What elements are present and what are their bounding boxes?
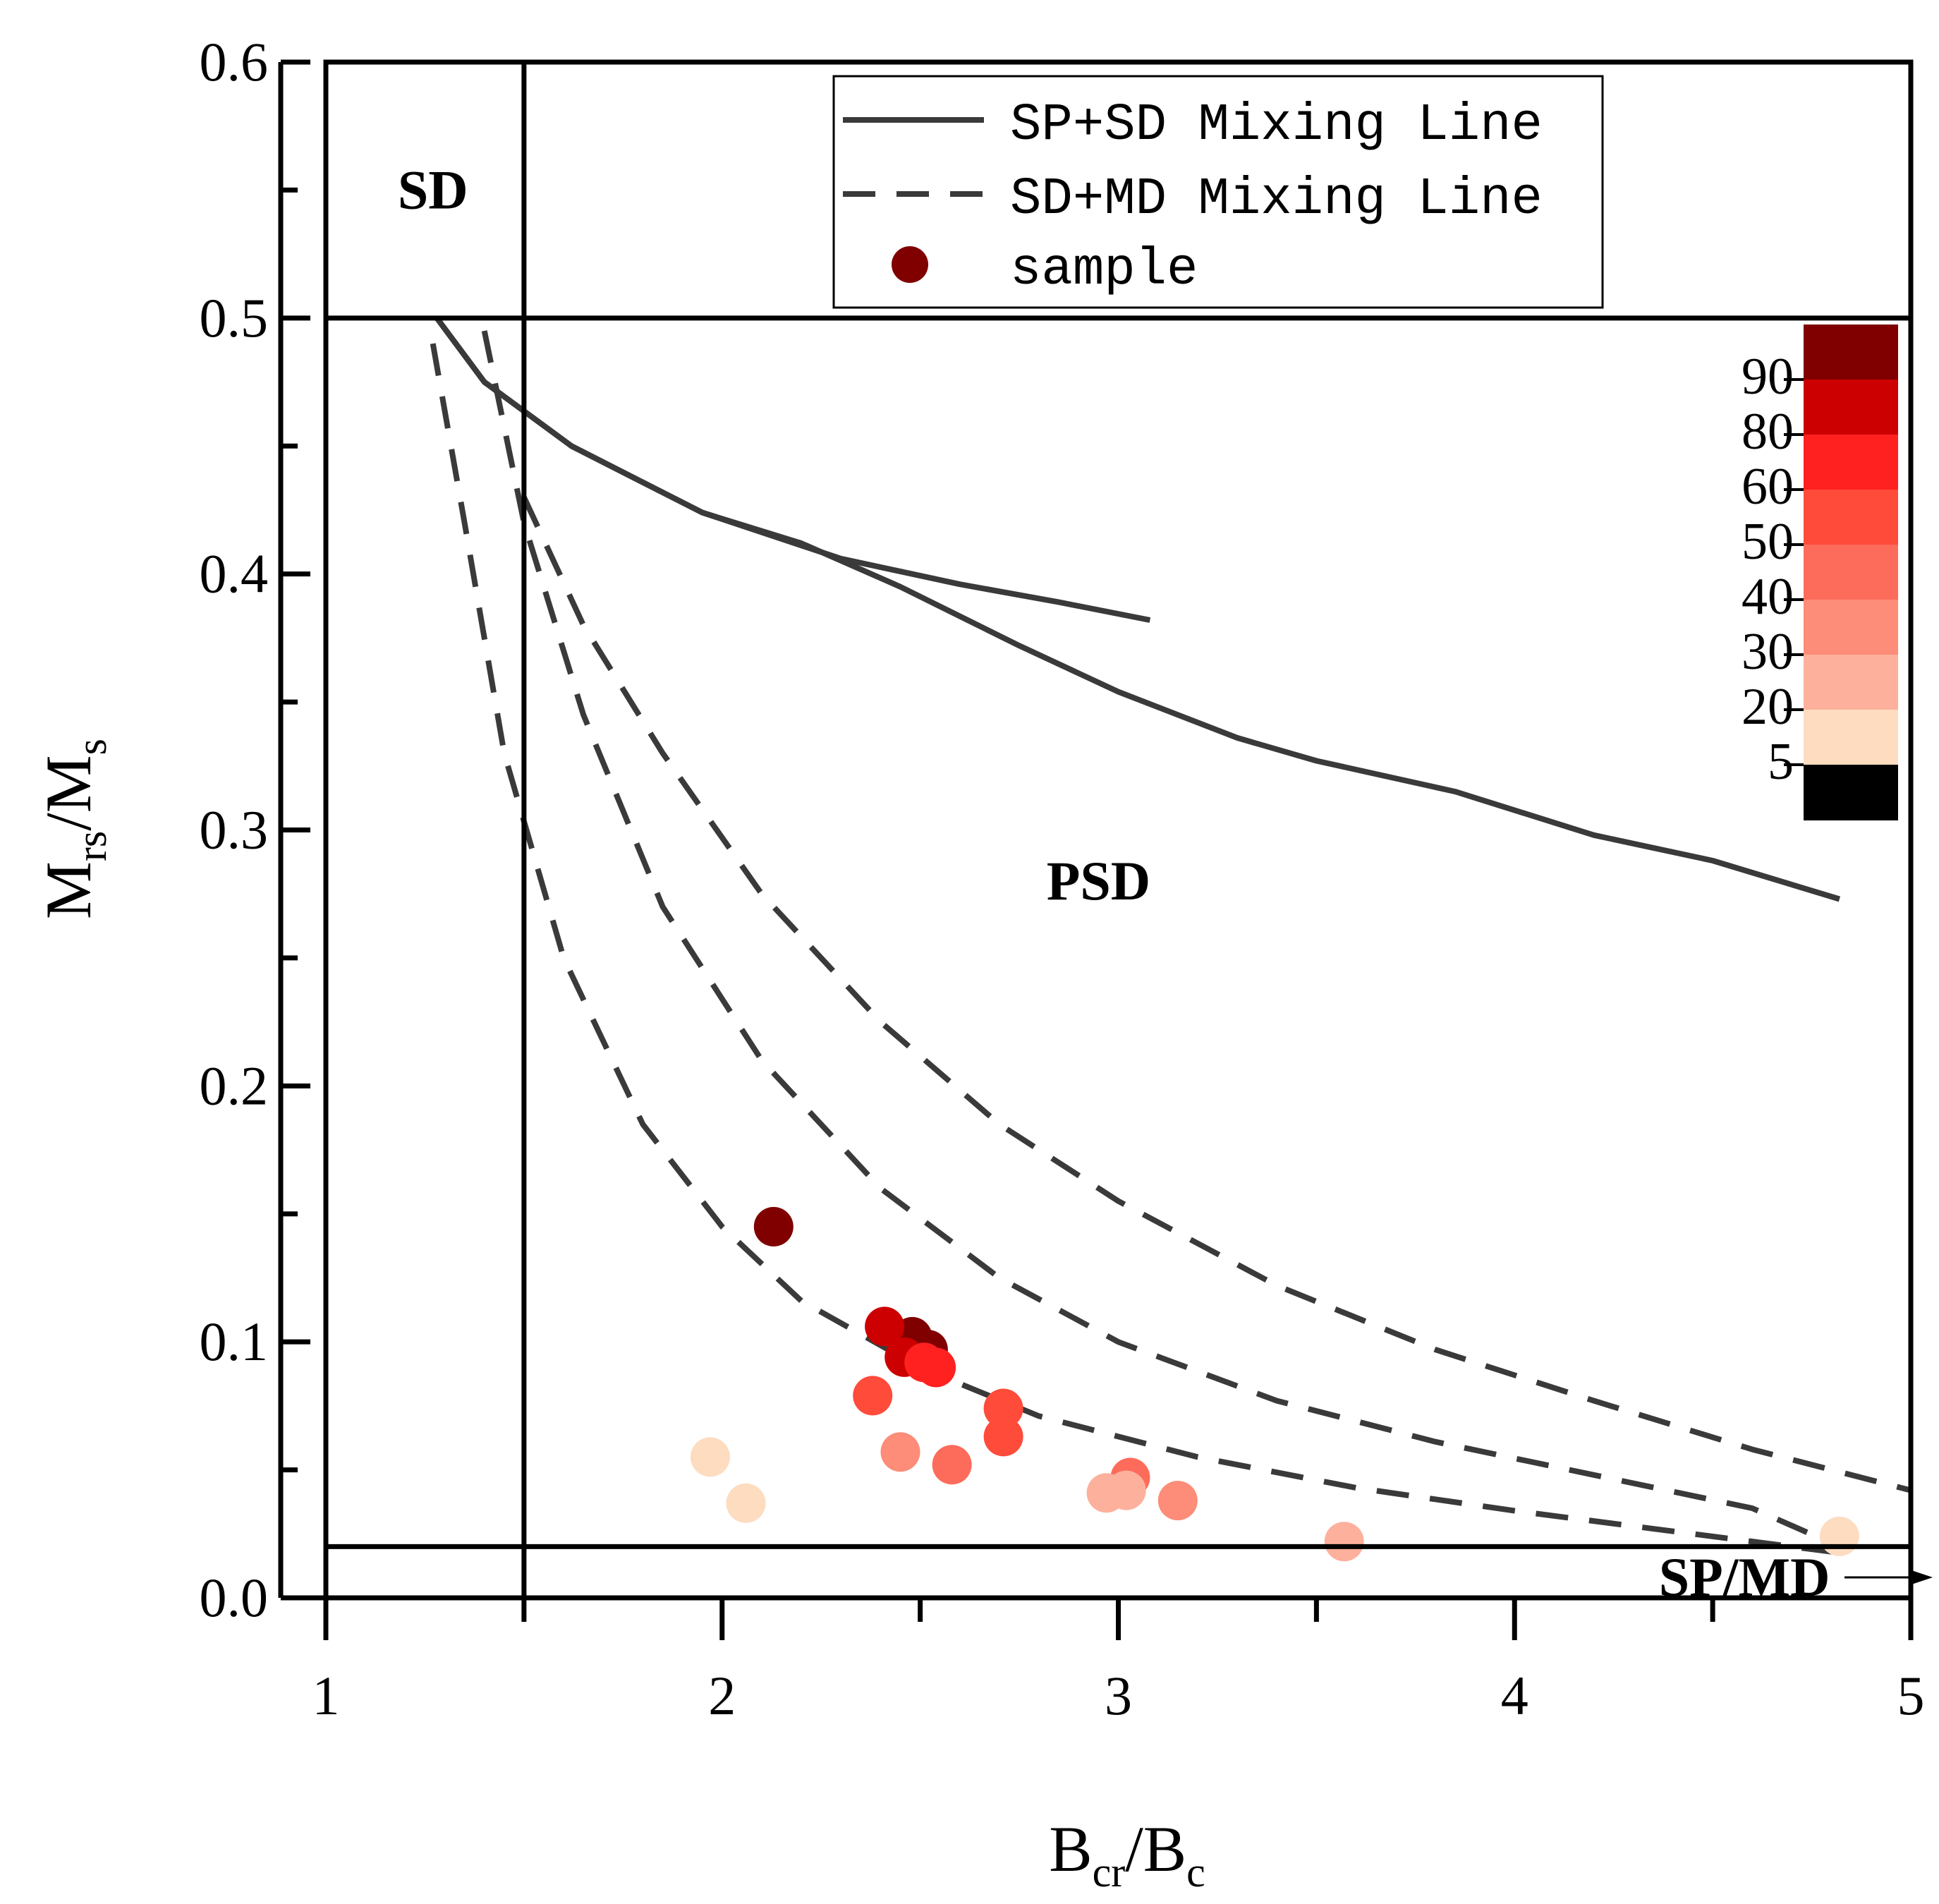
x-title-sep: / bbox=[1125, 1813, 1143, 1885]
colorbar-segment-8 bbox=[1804, 765, 1898, 820]
colorbar-segment-3 bbox=[1804, 490, 1898, 545]
sample-point-10 bbox=[853, 1376, 893, 1416]
x-title-main2: B bbox=[1143, 1813, 1186, 1885]
sample-point-14 bbox=[1157, 1481, 1198, 1521]
sd-md-mixing-line-3 bbox=[430, 343, 1832, 1555]
sd-md-mixing-line-5 bbox=[521, 496, 1911, 1493]
y-tick-label-5: 0.5 bbox=[200, 287, 269, 348]
sd-md-mixing-line-4 bbox=[481, 330, 1841, 1550]
region-label-sd: SD bbox=[398, 159, 468, 220]
x-title-sub: cr bbox=[1093, 1849, 1126, 1896]
colorbar-segment-1 bbox=[1804, 380, 1898, 435]
colorbar-label-3: 50 bbox=[1742, 513, 1794, 571]
colorbar-label-5: 30 bbox=[1742, 623, 1794, 681]
sp-sd-mixing-line-2 bbox=[434, 316, 1841, 902]
y-title-sep: / bbox=[32, 813, 104, 831]
y-tick-label-4: 0.4 bbox=[200, 543, 269, 605]
axis-ticks: 0.0 0.1 0.2 0.3 0.4 0.5 0.6 1 2 3 4 5 bbox=[200, 31, 1925, 1726]
sample-points bbox=[690, 1206, 1859, 1562]
colorbar-label-0: 90 bbox=[1742, 348, 1794, 406]
colorbar-label-7: 5 bbox=[1768, 733, 1794, 791]
y-title-sub: rs bbox=[68, 831, 115, 861]
sample-point-19 bbox=[726, 1483, 766, 1523]
legend-sample-marker bbox=[892, 246, 928, 283]
y-tick-label-0: 0.0 bbox=[200, 1567, 269, 1628]
colorbar-segment-7 bbox=[1804, 710, 1898, 765]
sample-point-17 bbox=[1324, 1522, 1364, 1562]
x-title-sub2: c bbox=[1186, 1849, 1205, 1896]
sample-point-9 bbox=[983, 1417, 1023, 1457]
colorbar-segment-6 bbox=[1804, 655, 1898, 710]
y-title-main: M bbox=[32, 861, 104, 919]
arrow-head bbox=[1911, 1570, 1933, 1584]
mixing-lines bbox=[430, 316, 1911, 1555]
colorbar-label-2: 60 bbox=[1742, 458, 1794, 516]
y-tick-label-6: 0.6 bbox=[200, 31, 269, 92]
x-tick-label-2: 3 bbox=[1105, 1665, 1132, 1726]
sample-point-13 bbox=[880, 1432, 920, 1472]
legend-label-sp-sd: SP+SD Mixing Line bbox=[1010, 96, 1543, 155]
y-tick-label-2: 0.2 bbox=[200, 1055, 269, 1116]
x-title-main: B bbox=[1049, 1813, 1092, 1885]
sample-point-8 bbox=[983, 1388, 1023, 1429]
y-title-sub2: s bbox=[68, 739, 115, 755]
colorbar-label-6: 20 bbox=[1742, 678, 1794, 736]
x-tick-label-0: 1 bbox=[312, 1665, 340, 1726]
y-title-main2: M bbox=[32, 755, 104, 813]
sp-sd-mixing-line-1 bbox=[434, 316, 1151, 623]
x-axis-title: Bcr/Bc bbox=[1049, 1813, 1205, 1896]
sample-point-16 bbox=[1086, 1473, 1126, 1513]
region-label-sp-md: SP/MD bbox=[1659, 1546, 1830, 1608]
sample-point-7 bbox=[916, 1347, 956, 1388]
sample-point-11 bbox=[932, 1445, 972, 1485]
colorbar-segment-2 bbox=[1804, 435, 1898, 490]
legend: SP+SD Mixing Line SD+MD Mixing Line samp… bbox=[832, 75, 1604, 309]
colorbar-label-4: 40 bbox=[1742, 568, 1794, 626]
colorbar-label-1: 80 bbox=[1742, 403, 1794, 461]
x-tick-label-4: 5 bbox=[1897, 1665, 1925, 1726]
y-tick-label-1: 0.1 bbox=[200, 1311, 269, 1372]
region-label-psd: PSD bbox=[1047, 850, 1150, 911]
sample-point-18 bbox=[690, 1437, 730, 1477]
x-tick-label-3: 4 bbox=[1501, 1665, 1528, 1726]
sp-md-arrow-icon bbox=[1844, 1570, 1933, 1584]
sample-point-1 bbox=[753, 1206, 794, 1247]
legend-label-sample: sample bbox=[1010, 241, 1198, 300]
legend-label-sd-md: SD+MD Mixing Line bbox=[1010, 170, 1543, 229]
colorbar-segment-4 bbox=[1804, 545, 1898, 600]
x-tick-label-1: 2 bbox=[708, 1665, 736, 1726]
y-tick-label-3: 0.3 bbox=[200, 799, 269, 861]
colorbar-segment-5 bbox=[1804, 600, 1898, 655]
colorbar-segment-0 bbox=[1804, 325, 1898, 380]
sample-point-4 bbox=[865, 1306, 905, 1347]
y-axis-title: Mrs/Ms bbox=[32, 739, 115, 919]
